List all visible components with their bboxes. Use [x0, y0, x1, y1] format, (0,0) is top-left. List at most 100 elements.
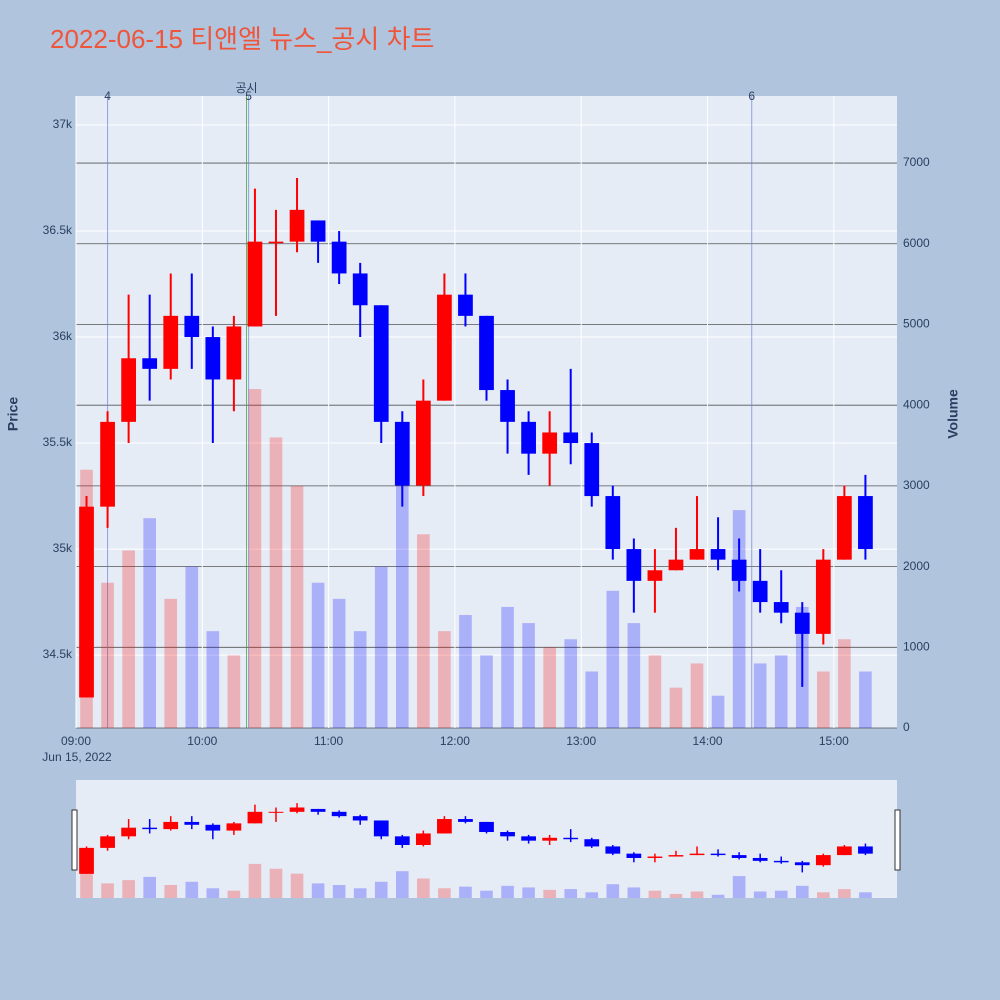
- candle-body: [668, 559, 684, 571]
- mini-volume-bar: [311, 883, 325, 898]
- candle-body: [479, 315, 494, 391]
- candle-body: [415, 400, 431, 486]
- mini-volume-bar: [522, 887, 535, 898]
- chart-title: 2022-06-15 티앤엘 뉴스_공시 차트: [50, 24, 434, 54]
- mini-volume-bar: [290, 873, 304, 898]
- mini-candle-body: [689, 853, 705, 856]
- x-tick-label: 14:00: [693, 734, 723, 748]
- candle-body: [773, 602, 789, 613]
- mini-volume-bar: [480, 890, 493, 898]
- mini-volume-bar: [711, 894, 725, 898]
- mini-volume-bar: [206, 888, 220, 898]
- candle-body: [184, 315, 200, 338]
- volume-bar: [522, 623, 535, 728]
- volume-bar: [269, 437, 283, 728]
- range-slider: [76, 780, 897, 898]
- mini-volume-bar: [164, 885, 178, 898]
- candle-body: [226, 326, 242, 380]
- slider-handle[interactable]: [894, 809, 901, 871]
- mini-candle-body: [458, 819, 473, 822]
- slider-handle[interactable]: [71, 809, 78, 871]
- mini-candle-body: [521, 836, 536, 841]
- mini-volume-bar: [185, 881, 199, 898]
- mini-candle-body: [710, 853, 726, 856]
- y2-tick-label: 6000: [903, 236, 930, 250]
- mini-candle-body: [837, 846, 852, 856]
- mini-candle-body: [247, 811, 263, 824]
- x-tick-label: 15:00: [819, 734, 849, 748]
- volume-bar: [122, 550, 135, 728]
- volume-bar: [774, 655, 788, 728]
- mini-volume-bar: [753, 891, 767, 898]
- candle-body: [710, 549, 726, 560]
- mini-volume-bar: [374, 881, 388, 898]
- volume-bar: [332, 598, 346, 728]
- volume-bar: [227, 655, 241, 728]
- volume-bar: [101, 582, 114, 728]
- mini-candle-body: [647, 856, 663, 858]
- mini-candle-body: [310, 808, 326, 812]
- volume-bar: [606, 590, 620, 728]
- mini-candle-body: [142, 827, 158, 830]
- y-tick-label: 36.5k: [43, 223, 73, 237]
- event-label: 4: [104, 89, 111, 103]
- volume-bar: [374, 566, 388, 728]
- candle-body: [458, 294, 473, 316]
- candle-body: [837, 496, 852, 560]
- mini-candle-body: [373, 820, 389, 837]
- mini-volume-bar: [627, 887, 641, 898]
- mini-candle-body: [268, 811, 284, 813]
- volume-bar: [480, 655, 493, 728]
- mini-candle-body: [79, 847, 94, 874]
- candle-body: [142, 358, 158, 369]
- volume-bar: [438, 631, 451, 728]
- volume-bar: [311, 582, 325, 728]
- candle-body: [268, 241, 284, 244]
- event-label: 5: [245, 89, 252, 103]
- x-tick-label: 11:00: [314, 734, 343, 748]
- candle-body: [500, 390, 515, 422]
- candle-body: [584, 443, 600, 497]
- volume-bar: [395, 461, 409, 728]
- mini-candle-body: [773, 860, 789, 863]
- mini-volume-bar: [269, 868, 283, 898]
- volume-bar: [501, 606, 514, 728]
- candle-body: [79, 506, 94, 698]
- mini-volume-bar: [248, 863, 262, 898]
- candle-body: [205, 337, 221, 380]
- candle-body: [731, 559, 747, 581]
- plot-area: [76, 96, 897, 728]
- candle-body: [352, 273, 368, 306]
- candle-body: [858, 496, 873, 550]
- mini-candle-body: [563, 837, 579, 840]
- mini-volume-bar: [143, 876, 156, 898]
- volume-bar: [669, 687, 683, 728]
- mini-candle-body: [184, 821, 200, 825]
- candle-body: [752, 580, 768, 603]
- y-tick-label: 35.5k: [43, 435, 73, 449]
- candle-body: [647, 570, 663, 581]
- candle-body: [331, 241, 347, 274]
- x-tick-label: 13:00: [566, 734, 596, 748]
- mini-candle-body: [394, 836, 410, 845]
- candle-body: [563, 432, 579, 444]
- candle-body: [794, 612, 810, 634]
- mini-volume-bar: [690, 891, 704, 898]
- y2-tick-label: 4000: [903, 397, 930, 411]
- candle-body: [373, 305, 389, 422]
- y-title: Price: [5, 397, 21, 431]
- mini-candle-body: [815, 855, 831, 866]
- mini-volume-bar: [838, 889, 851, 898]
- x-tick-label: 12:00: [440, 734, 470, 748]
- candle-body: [605, 496, 621, 550]
- mini-candle-body: [437, 819, 452, 834]
- mini-volume-bar: [80, 872, 93, 898]
- y-tick-label: 34.5k: [43, 647, 73, 661]
- y2-tick-label: 7000: [903, 155, 930, 169]
- mini-volume-bar: [585, 892, 599, 898]
- event-label: 6: [748, 89, 755, 103]
- volume-bar: [838, 639, 851, 728]
- volume-bar: [248, 389, 262, 728]
- volume-bar: [143, 518, 156, 728]
